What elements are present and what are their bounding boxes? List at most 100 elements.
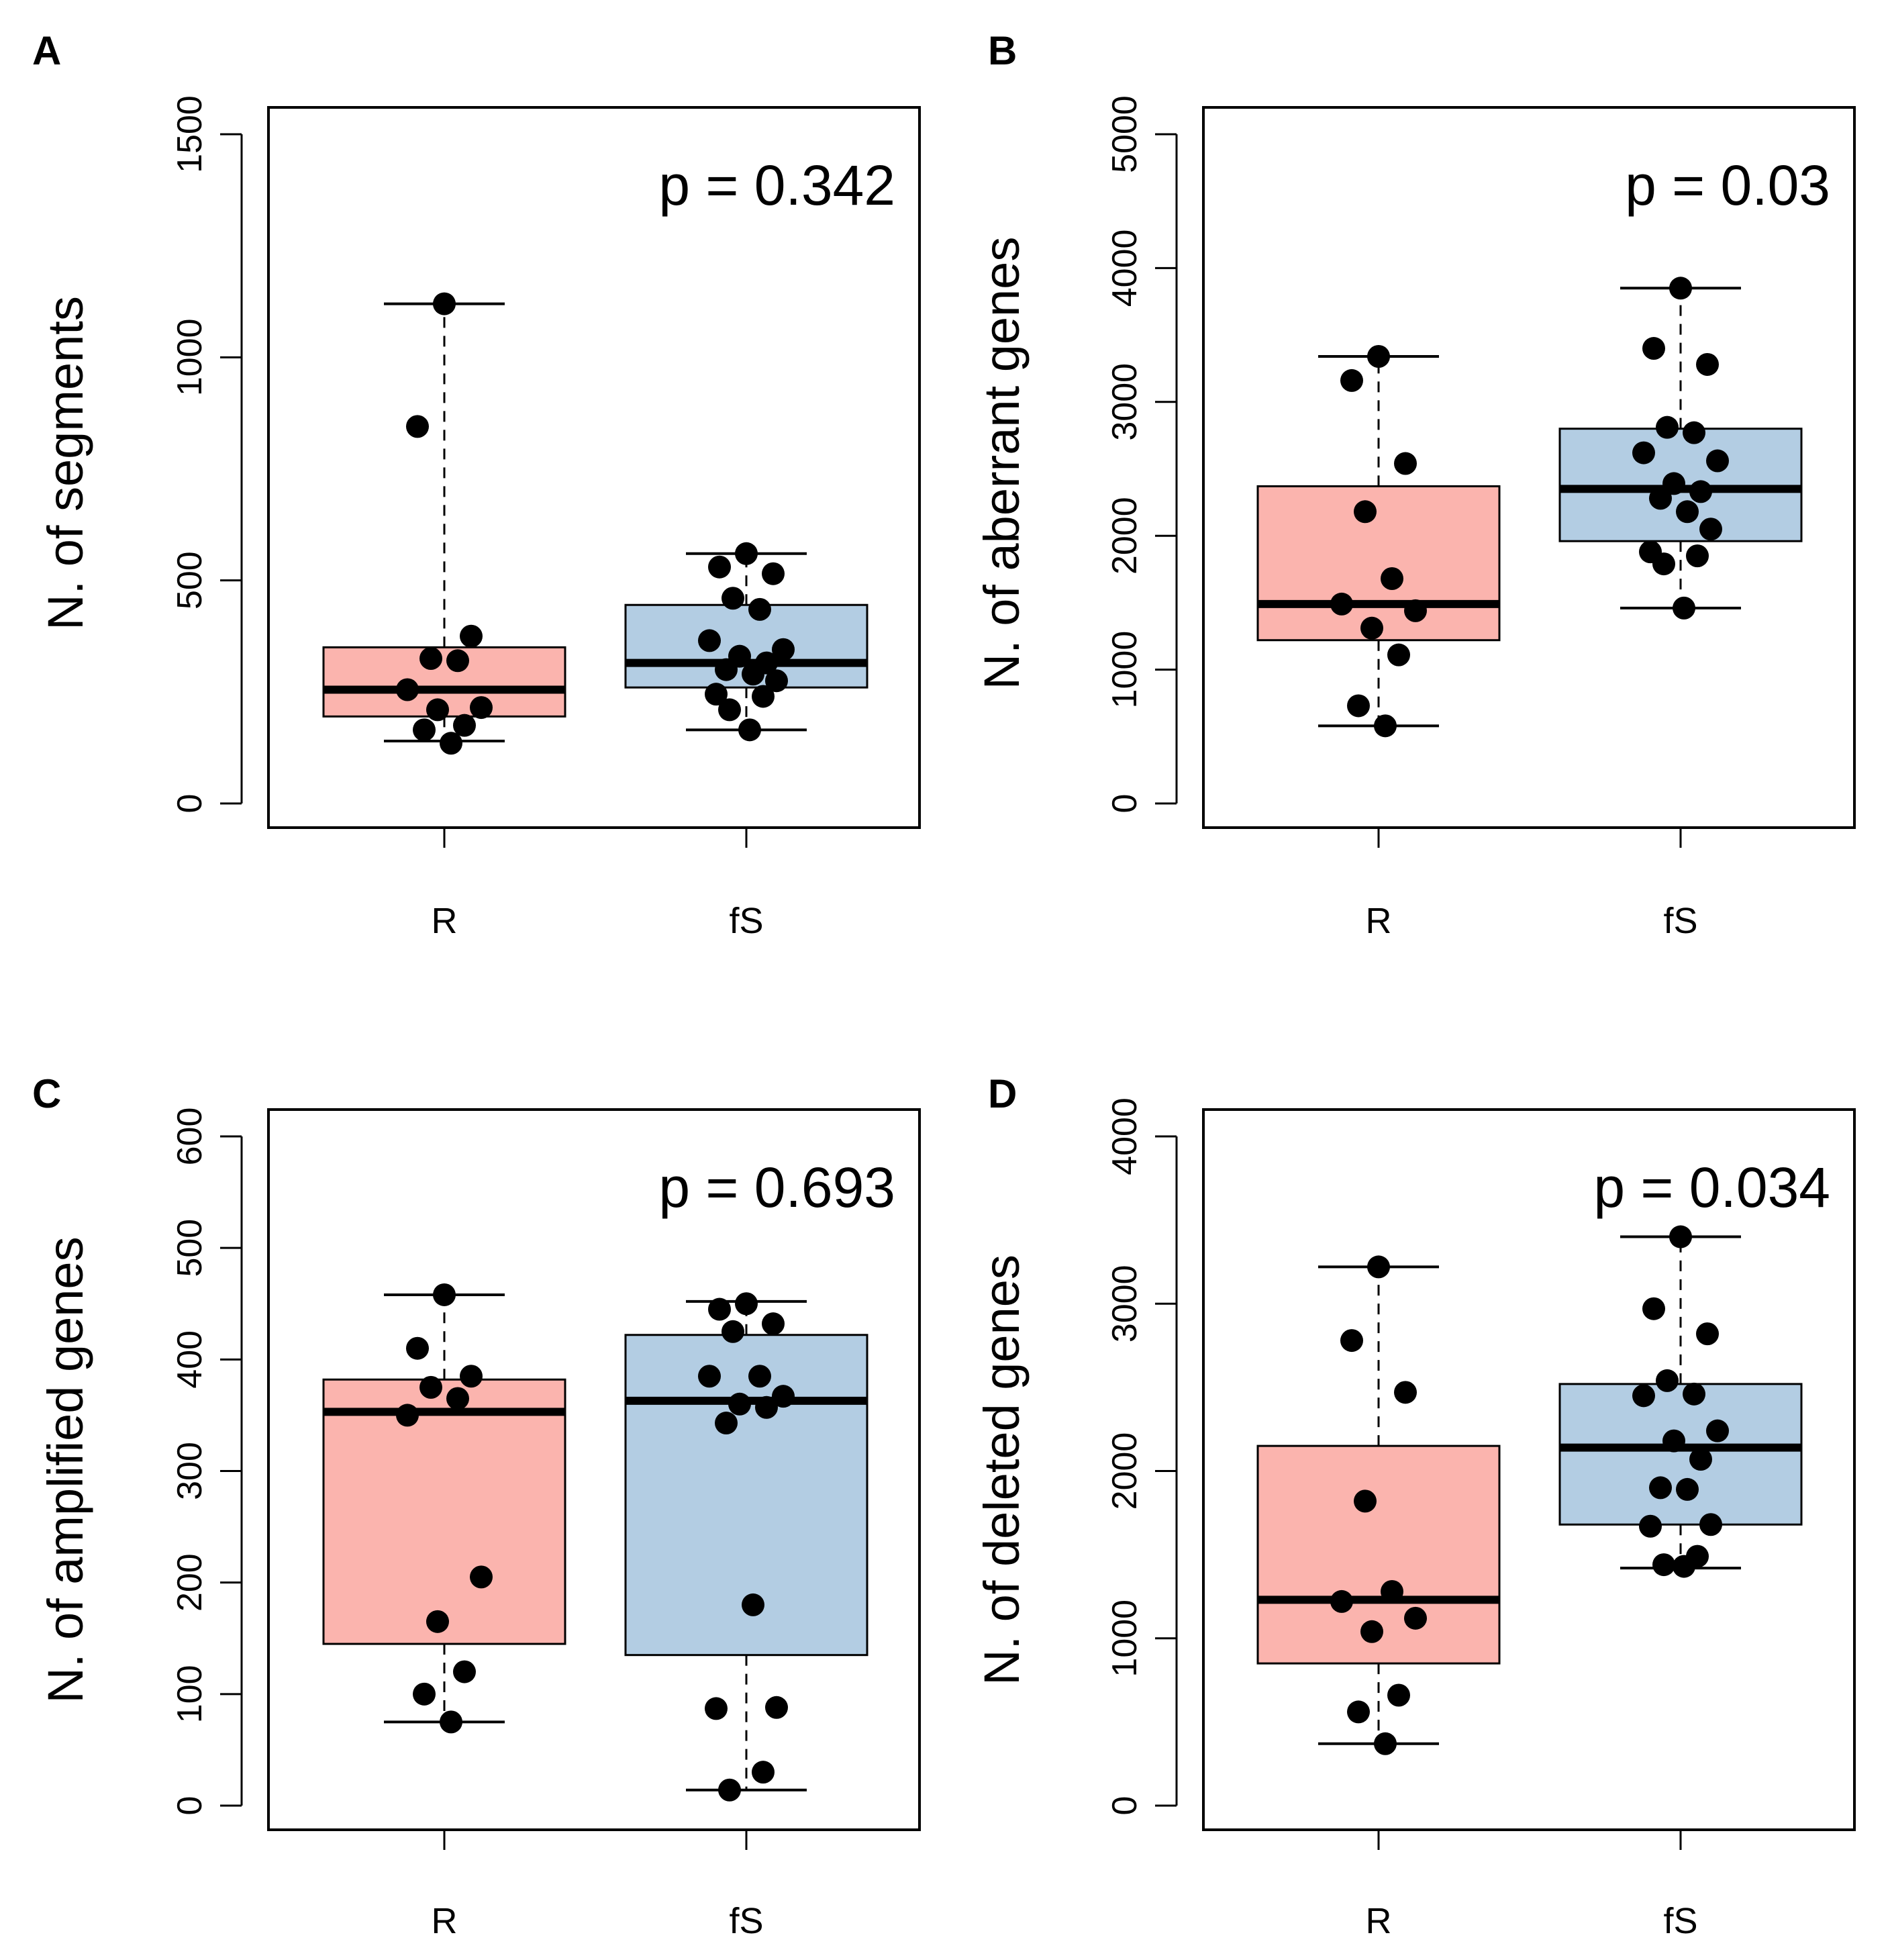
x-tick-label-r: R bbox=[1366, 901, 1392, 941]
data-point bbox=[742, 1593, 764, 1616]
group-fs bbox=[624, 1292, 868, 1802]
data-point bbox=[1360, 616, 1383, 640]
data-point bbox=[738, 718, 761, 742]
data-point bbox=[1330, 592, 1353, 616]
data-point bbox=[1686, 544, 1709, 568]
y-tick-label: 1500 bbox=[170, 95, 209, 173]
data-point bbox=[722, 587, 744, 610]
data-point bbox=[419, 646, 442, 670]
data-point bbox=[755, 1395, 778, 1419]
x-axis-c: R fS bbox=[432, 1830, 764, 1941]
p-value-d: p = 0.034 bbox=[1593, 1156, 1830, 1219]
group-r bbox=[322, 292, 566, 755]
x-tick-label-fs: fS bbox=[729, 1901, 763, 1941]
data-point bbox=[433, 1283, 456, 1306]
data-point bbox=[1673, 596, 1695, 620]
data-point bbox=[1330, 1589, 1353, 1613]
data-point bbox=[460, 624, 483, 648]
data-point bbox=[772, 1385, 795, 1408]
plot-frame-a bbox=[267, 106, 921, 829]
data-point bbox=[762, 1312, 785, 1336]
data-point bbox=[1662, 1429, 1685, 1453]
x-tick-label-r: R bbox=[432, 901, 458, 941]
panel-d: D N. of deleted genes 01000200030004000 … bbox=[974, 1071, 1856, 1941]
group-r bbox=[1256, 1255, 1501, 1755]
data-point bbox=[708, 555, 731, 579]
y-tick-label: 1000 bbox=[1105, 1600, 1144, 1677]
data-point bbox=[1404, 599, 1427, 622]
data-point bbox=[765, 669, 788, 693]
p-value-b: p = 0.03 bbox=[1625, 154, 1830, 217]
data-point bbox=[715, 1412, 738, 1435]
y-axis-b: 0 1000 2000 3000 4000 5000 bbox=[1105, 95, 1178, 813]
data-point bbox=[715, 658, 738, 681]
panel-c: C N. of amplified genes 0 100 200 300 400 500… bbox=[32, 1071, 921, 1941]
panel-b: B N. of aberrant genes 0 1000 2000 3000 4000… bbox=[974, 28, 1856, 941]
data-point bbox=[735, 542, 758, 565]
data-point bbox=[1642, 1297, 1665, 1320]
y-axis-label-a: N. of segments bbox=[38, 296, 93, 630]
boxes-b bbox=[1256, 277, 1803, 738]
data-point bbox=[1394, 452, 1417, 475]
p-value-a: p = 0.342 bbox=[658, 154, 895, 217]
data-point bbox=[752, 1761, 775, 1784]
data-point bbox=[1632, 1384, 1655, 1408]
data-point bbox=[718, 698, 741, 722]
data-point bbox=[1387, 643, 1410, 667]
data-point bbox=[1656, 415, 1679, 439]
group-fs bbox=[624, 542, 868, 742]
boxes-c bbox=[322, 1283, 868, 1802]
data-point bbox=[705, 683, 728, 706]
y-tick-label: 100 bbox=[170, 1665, 209, 1723]
data-point bbox=[453, 1660, 476, 1683]
y-tick-label: 1000 bbox=[1105, 631, 1144, 709]
data-point bbox=[1340, 369, 1363, 392]
y-axis-c: 0 100 200 300 400 500 600 bbox=[170, 1108, 243, 1815]
boxes-a bbox=[322, 292, 868, 755]
data-point bbox=[1367, 345, 1390, 369]
y-tick-label: 3000 bbox=[1105, 363, 1144, 441]
data-point bbox=[396, 1404, 419, 1427]
data-point bbox=[1652, 1553, 1675, 1577]
data-point bbox=[1699, 1513, 1722, 1536]
data-point bbox=[446, 1387, 469, 1410]
data-point bbox=[1706, 449, 1729, 473]
data-point bbox=[1360, 1620, 1383, 1643]
data-point bbox=[406, 1336, 429, 1360]
data-point bbox=[708, 1297, 731, 1321]
plot-frame-b bbox=[1202, 106, 1856, 829]
data-point bbox=[742, 663, 764, 686]
data-point bbox=[1381, 567, 1403, 591]
data-point bbox=[1673, 1555, 1695, 1578]
data-point bbox=[1649, 487, 1672, 510]
data-point bbox=[718, 1778, 741, 1802]
data-point bbox=[1706, 1419, 1729, 1442]
data-point bbox=[1676, 500, 1699, 524]
y-axis-label-b: N. of aberrant genes bbox=[974, 237, 1030, 690]
data-point bbox=[446, 649, 469, 673]
data-point bbox=[705, 1697, 728, 1720]
data-point bbox=[396, 678, 419, 701]
data-point bbox=[1689, 480, 1712, 503]
y-tick-label: 2000 bbox=[1105, 497, 1144, 575]
data-point bbox=[1367, 1255, 1390, 1279]
data-point bbox=[1683, 421, 1705, 444]
data-point bbox=[748, 1365, 771, 1388]
data-point bbox=[440, 1710, 462, 1734]
boxes-d bbox=[1256, 1225, 1803, 1755]
data-point bbox=[1394, 1381, 1417, 1404]
data-point bbox=[406, 415, 429, 438]
data-point bbox=[1642, 337, 1665, 360]
data-point bbox=[698, 1365, 721, 1388]
data-point bbox=[1699, 518, 1722, 541]
data-point bbox=[1683, 1382, 1705, 1406]
group-r bbox=[322, 1283, 566, 1734]
y-tick-label: 4000 bbox=[1105, 230, 1144, 307]
data-point bbox=[1387, 1683, 1410, 1707]
data-point bbox=[765, 1696, 788, 1719]
data-point bbox=[1649, 1476, 1672, 1500]
y-tick-label: 0 bbox=[170, 794, 209, 814]
data-point bbox=[1340, 1329, 1363, 1353]
panel-a: A N. of segments 0 500 1000 1500 R fS p = 0… bbox=[32, 28, 921, 941]
